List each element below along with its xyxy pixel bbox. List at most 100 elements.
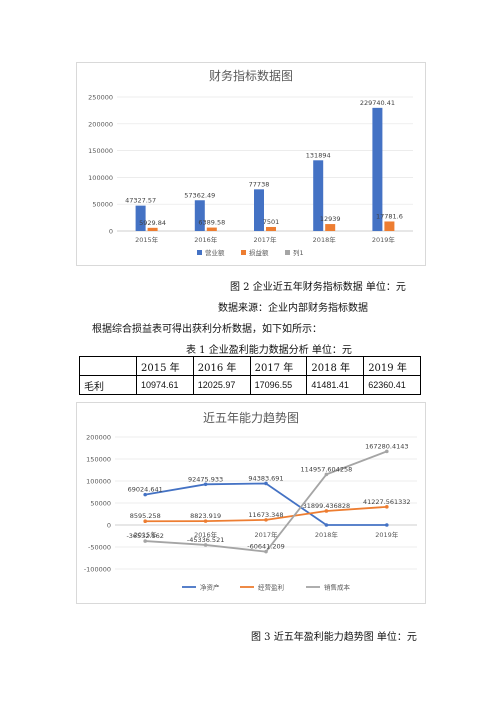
data-point: [203, 519, 208, 523]
table-header-cell: 2019 年: [363, 356, 421, 376]
table-row: 毛利 10974.61 12025.97 17096.55 41481.41 6…: [79, 375, 421, 395]
y-tick-label: 100000: [88, 174, 113, 182]
line-chart-svg: 近五年能力趋势图 -100000 -50000 0 50000 100000 150000…: [84, 411, 417, 592]
trend-line-chart: 近五年能力趋势图 -100000 -50000 0 50000 100000 150000…: [76, 402, 426, 604]
data-label: -36532.562: [126, 532, 164, 540]
data-label: 114957.604258: [301, 465, 353, 473]
table-header-cell: 2017 年: [249, 356, 308, 376]
data-label: 41227.561332: [363, 498, 411, 506]
data-label: 31899.436828: [303, 502, 351, 510]
data-label: 8823.919: [190, 512, 221, 520]
bar: [313, 160, 324, 231]
x-tick-label: 2016年: [194, 235, 218, 244]
table-header-cell: 2015 年: [136, 356, 194, 376]
x-tick-label: 2018年: [313, 235, 337, 244]
legend-label: 销售成本: [324, 583, 351, 592]
y-tick-label: 150000: [86, 456, 111, 464]
y-tick-label: -50000: [88, 544, 111, 552]
table-cell: 10974.61: [136, 375, 194, 395]
legend-label: 经营盈利: [258, 583, 284, 592]
table-header-cell: 2018 年: [306, 356, 365, 376]
data-label: 7501: [263, 218, 280, 226]
y-tick-label: 50000: [92, 201, 113, 209]
x-tick-label: 2019年: [375, 530, 399, 539]
bar: [384, 221, 395, 231]
data-label: 131894: [306, 151, 331, 159]
bar: [266, 226, 276, 231]
table-cell: 62360.41: [363, 375, 421, 395]
bar: [206, 227, 217, 231]
table-header-row: 2015 年 2016 年 2017 年 2018 年 2019 年: [79, 356, 421, 376]
data-point: [385, 505, 389, 509]
y-tick-label: 0: [107, 522, 111, 530]
data-point: [264, 549, 268, 554]
data-point: [143, 519, 147, 524]
data-label: 57362.49: [184, 191, 215, 199]
body-paragraph: 根据综合损益表可得出获利分析数据，如下如所示：: [92, 324, 322, 335]
bar: [254, 189, 264, 231]
y-tick-label: 200000: [88, 120, 113, 128]
data-point: [143, 492, 147, 497]
y-tick-label: 50000: [90, 500, 111, 508]
x-tick-label: 2015年: [134, 530, 158, 539]
chart-title: 财务指标数据图: [209, 68, 293, 83]
data-point: [264, 481, 268, 486]
table-cell: 41481.41: [306, 375, 365, 395]
data-label: 6389.58: [198, 219, 225, 227]
legend-swatch: [285, 250, 290, 255]
data-point: [143, 539, 147, 543]
y-tick-label: 0: [109, 228, 113, 236]
data-label: 167280.4143: [365, 442, 408, 450]
data-label: 17781.6: [376, 212, 403, 220]
data-label: 12939: [320, 215, 341, 223]
data-point: [324, 523, 329, 527]
table-1-caption: 表 1 企业盈利能力数据分析 单位：元: [186, 345, 352, 356]
data-label: 8595.258: [130, 512, 161, 520]
bar: [135, 205, 146, 231]
figure-2-caption: 图 2 企业近五年财务指标数据 单位：元: [230, 282, 406, 293]
table-cell: 12025.97: [192, 375, 251, 395]
table-header-cell: 2016 年: [192, 356, 251, 376]
data-point: [203, 543, 208, 547]
bar: [194, 200, 205, 231]
data-label: -45336.521: [187, 536, 225, 544]
x-tick-label: 2017年: [253, 235, 277, 244]
y-tick-label: 150000: [88, 147, 113, 155]
data-label: 92475.933: [188, 475, 223, 483]
legend-swatch: [241, 250, 246, 255]
y-tick-label: 200000: [86, 434, 111, 442]
x-tick-label: 2015年: [135, 235, 159, 244]
legend-swatch: [197, 250, 202, 255]
data-point: [264, 518, 268, 522]
data-label: 229740.41: [360, 99, 395, 107]
table-cell: 17096.55: [249, 375, 308, 395]
data-label: 94383.691: [248, 474, 283, 482]
table-header-cell: [79, 356, 137, 376]
x-tick-label: 2019年: [372, 235, 396, 244]
legend-label: 净资产: [200, 583, 220, 592]
data-label: 5929.84: [139, 219, 166, 227]
x-tick-label: 2018年: [315, 530, 339, 539]
bar: [147, 227, 158, 231]
bar-chart-svg: 财务指标数据图 0 50000 100000 150000 200000 250000 20…: [88, 68, 413, 257]
y-tick-label: 100000: [86, 478, 111, 486]
bar: [372, 107, 383, 231]
data-point: [324, 509, 329, 513]
legend-label: 损益额: [249, 248, 269, 257]
profitability-table: 2015 年 2016 年 2017 年 2018 年 2019 年 毛利 10…: [79, 356, 421, 395]
data-point: [324, 472, 329, 477]
chart-title: 近五年能力趋势图: [203, 411, 299, 425]
figure-2-source-note: 数据来源：企业内部财务指标数据: [218, 303, 368, 314]
bar: [325, 224, 336, 231]
x-tick-label: 2017年: [254, 530, 278, 539]
data-label: 11673.348: [248, 511, 283, 519]
y-tick-label: 250000: [88, 94, 113, 102]
legend-label: 营业额: [205, 248, 225, 257]
data-label: -60641.209: [247, 543, 285, 551]
data-label: 69024.641: [128, 486, 163, 494]
data-label: 47327.57: [125, 197, 156, 205]
data-point: [203, 482, 208, 487]
data-label: 77738: [249, 180, 270, 188]
financial-indicator-bar-chart: 财务指标数据图 0 50000 100000 150000 200000 250000 20…: [76, 62, 426, 266]
legend-label: 列1: [293, 248, 304, 257]
